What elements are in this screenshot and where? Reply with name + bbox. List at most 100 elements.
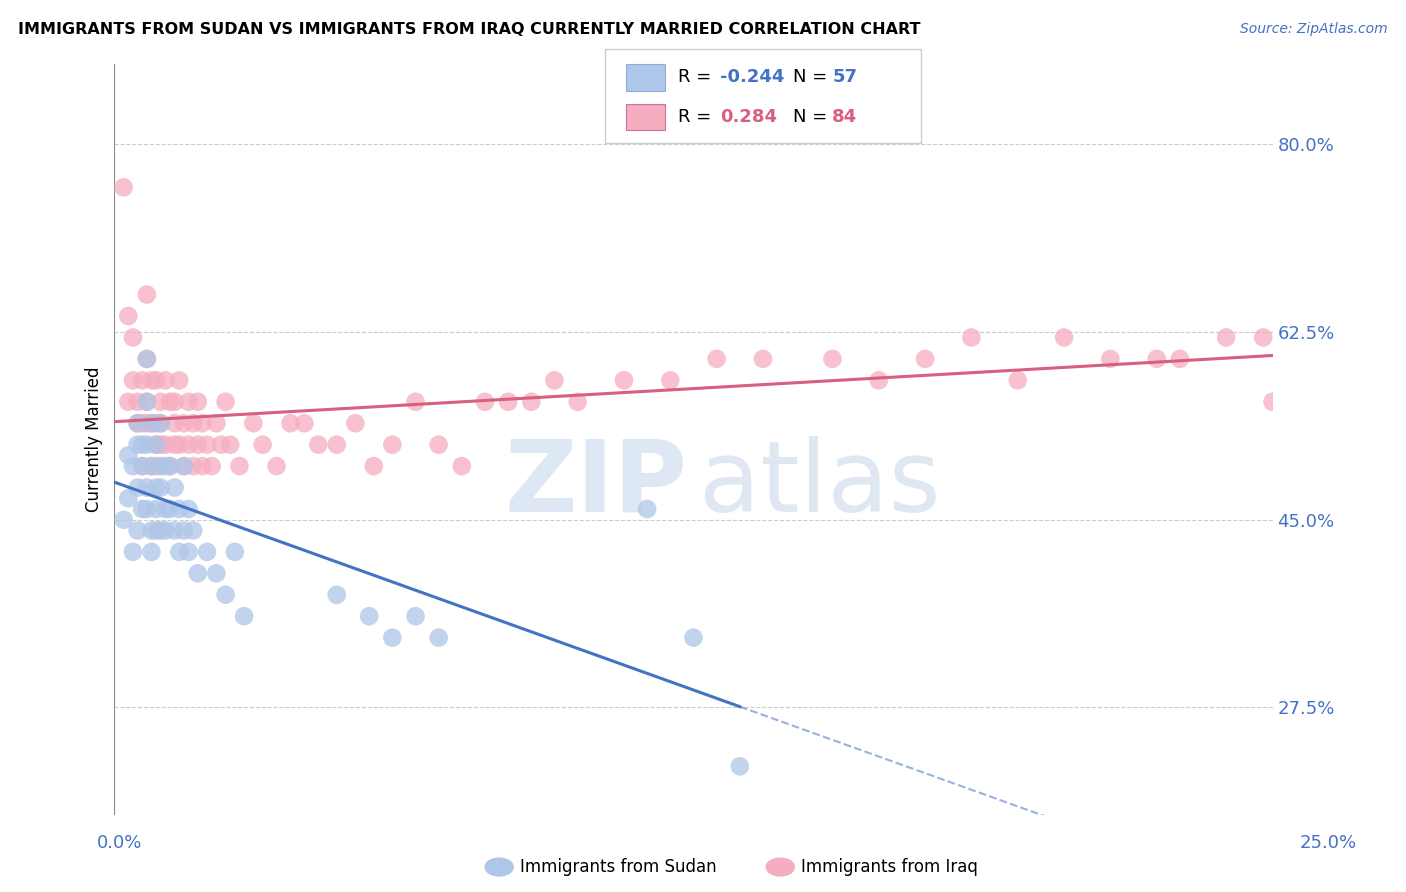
Point [145, 438, 167, 452]
Point [169, 438, 191, 452]
Point [155, 459, 177, 474]
Point [112, 513, 135, 527]
Point [145, 416, 167, 430]
Point [187, 438, 209, 452]
Point [163, 524, 186, 538]
Point [363, 459, 385, 474]
Point [127, 524, 149, 538]
Point [145, 502, 167, 516]
Point [706, 351, 728, 366]
Point [450, 459, 472, 474]
Point [145, 373, 167, 387]
Point [141, 416, 163, 430]
Point [135, 481, 157, 495]
Point [427, 631, 450, 645]
Text: 0.0%: 0.0% [97, 834, 142, 852]
Point [567, 394, 589, 409]
Point [145, 481, 167, 495]
Point [155, 502, 177, 516]
Point [169, 502, 191, 516]
Point [127, 416, 149, 430]
Point [159, 394, 181, 409]
Point [1146, 351, 1168, 366]
Point [191, 416, 214, 430]
Point [173, 524, 195, 538]
Point [173, 459, 195, 474]
Point [149, 416, 172, 430]
Point [1215, 330, 1237, 344]
Point [381, 438, 404, 452]
Point [141, 545, 163, 559]
Point [224, 545, 246, 559]
Point [1099, 351, 1122, 366]
Point [141, 459, 163, 474]
Text: 0.284: 0.284 [720, 108, 778, 126]
Point [163, 481, 186, 495]
Point [135, 394, 157, 409]
Point [145, 524, 167, 538]
Point [131, 438, 153, 452]
Point [307, 438, 329, 452]
Text: -0.244: -0.244 [720, 69, 785, 87]
Text: 84: 84 [832, 108, 858, 126]
Point [141, 524, 163, 538]
Point [728, 759, 751, 773]
Text: N =: N = [793, 108, 832, 126]
Point [228, 459, 250, 474]
Point [344, 416, 367, 430]
Point [163, 416, 186, 430]
Text: R =: R = [678, 108, 723, 126]
Point [159, 502, 181, 516]
Point [405, 609, 427, 624]
Point [159, 459, 181, 474]
Point [145, 438, 167, 452]
Point [135, 287, 157, 301]
Point [659, 373, 682, 387]
Text: Immigrants from Sudan: Immigrants from Sudan [520, 858, 717, 876]
Point [173, 459, 195, 474]
Point [127, 394, 149, 409]
Point [209, 438, 232, 452]
Point [205, 566, 228, 581]
Point [155, 373, 177, 387]
Point [181, 524, 204, 538]
Point [131, 373, 153, 387]
Point [135, 351, 157, 366]
Point [821, 351, 844, 366]
Point [187, 394, 209, 409]
Point [127, 438, 149, 452]
Point [195, 545, 218, 559]
Text: Immigrants from Iraq: Immigrants from Iraq [801, 858, 979, 876]
Point [117, 309, 139, 323]
Point [543, 373, 565, 387]
Point [233, 609, 256, 624]
Point [149, 459, 172, 474]
Point [326, 438, 349, 452]
Point [163, 394, 186, 409]
Point [201, 459, 224, 474]
Point [205, 416, 228, 430]
Point [326, 588, 349, 602]
Point [1261, 394, 1284, 409]
Point [145, 459, 167, 474]
Point [127, 481, 149, 495]
Text: N =: N = [793, 69, 832, 87]
Text: 25.0%: 25.0% [1301, 834, 1357, 852]
Point [177, 394, 200, 409]
Point [112, 180, 135, 194]
Point [141, 459, 163, 474]
Point [242, 416, 264, 430]
Point [214, 394, 236, 409]
Point [127, 416, 149, 430]
Point [135, 502, 157, 516]
Point [195, 438, 218, 452]
Point [266, 459, 288, 474]
Point [135, 394, 157, 409]
Point [191, 459, 214, 474]
Point [122, 459, 145, 474]
Text: ZIP: ZIP [505, 436, 688, 533]
Point [613, 373, 636, 387]
Point [1053, 330, 1076, 344]
Point [427, 438, 450, 452]
Point [280, 416, 302, 430]
